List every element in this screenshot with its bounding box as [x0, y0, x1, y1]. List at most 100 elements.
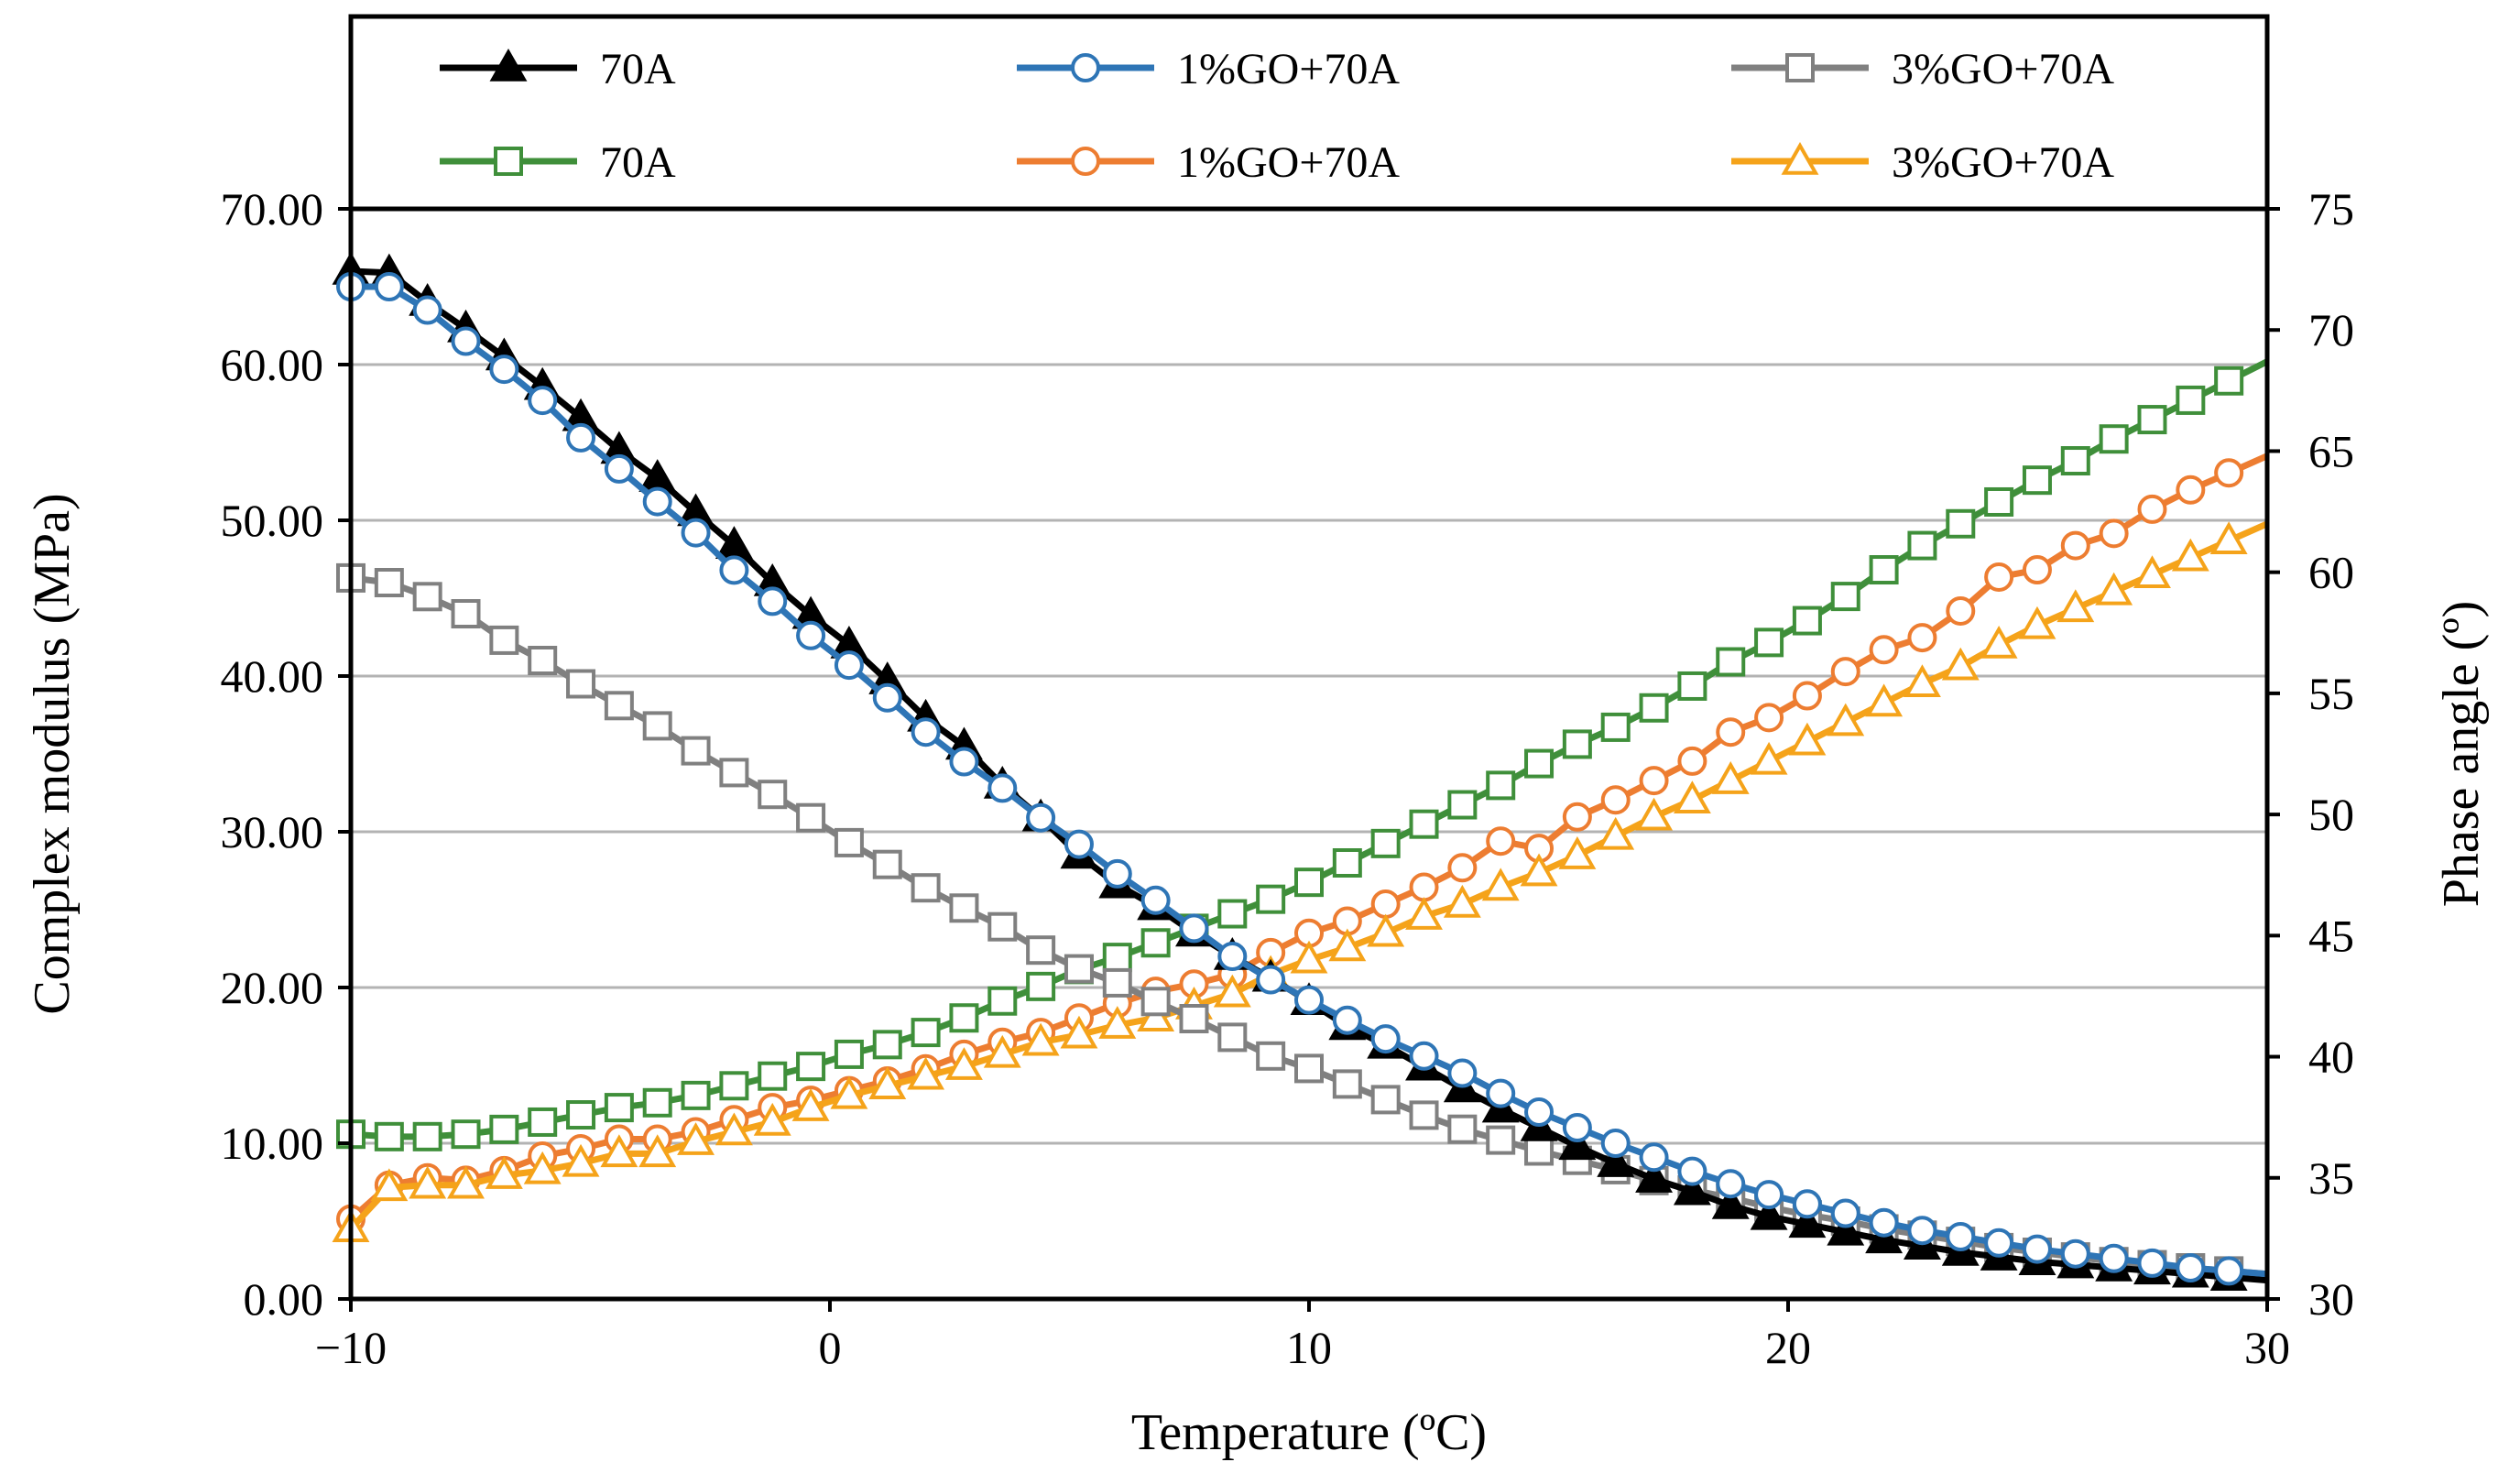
data-point	[1946, 508, 1976, 539]
y-left-tick-label: 60.00	[221, 339, 324, 390]
data-point	[1754, 1180, 1784, 1210]
data-point	[2137, 494, 2167, 524]
y-left-tick-label: 50.00	[221, 495, 324, 546]
data-point	[1370, 1085, 1401, 1115]
data-point	[949, 747, 979, 777]
x-tick-label: 10	[1286, 1322, 1332, 1373]
data-point	[604, 691, 634, 721]
data-point	[451, 326, 481, 356]
data-point	[2214, 458, 2244, 488]
data-point	[1711, 761, 1750, 794]
data-point	[1098, 1006, 1137, 1039]
data-point	[2060, 1238, 2090, 1269]
data-point	[447, 1165, 485, 1199]
data-point	[1447, 790, 1478, 820]
data-point	[1792, 1189, 1822, 1219]
data-point	[1524, 748, 1555, 779]
data-point	[1941, 647, 1980, 681]
data-point	[677, 1122, 715, 1155]
data-point	[528, 1107, 558, 1137]
data-point	[758, 586, 788, 617]
data-point	[1332, 1005, 1362, 1035]
data-point	[1447, 1058, 1478, 1088]
data-point	[642, 486, 672, 517]
data-point	[1600, 785, 1631, 815]
tick-labels: −10 0 10 20 30 0.00 10.00 20.00 30.00 40.00 50.00 6…	[221, 183, 2355, 1373]
data-point	[872, 682, 902, 713]
data-point	[1409, 809, 1439, 839]
data-point	[1290, 940, 1328, 974]
data-point	[1447, 853, 1478, 883]
data-point	[1788, 722, 1827, 756]
legend-marker	[494, 147, 523, 176]
data-point	[1486, 1078, 1516, 1108]
data-point	[2022, 555, 2052, 585]
data-point	[2095, 572, 2133, 606]
data-point	[911, 717, 941, 747]
legend-marker	[489, 48, 528, 82]
data-point	[489, 625, 519, 655]
data-point	[868, 1066, 907, 1100]
y-right-tick-label: 30	[2308, 1273, 2354, 1325]
data-point	[796, 1052, 826, 1082]
y-right-tick-label: 50	[2308, 789, 2354, 840]
data-point	[1524, 1136, 1555, 1166]
legend-marker	[1785, 53, 1815, 82]
data-point	[2214, 1256, 2244, 1286]
data-point	[1447, 1114, 1478, 1144]
data-point	[1486, 826, 1516, 857]
data-point	[1486, 1125, 1516, 1155]
data-point	[412, 582, 442, 612]
data-point	[1946, 595, 1976, 626]
data-point	[566, 1100, 596, 1130]
y-left-axis-title: Complex modulus (MPa)	[24, 493, 81, 1014]
data-point	[1984, 486, 2014, 517]
data-point	[409, 1165, 447, 1199]
data-point	[1294, 1053, 1324, 1084]
data-point	[1830, 582, 1860, 612]
data-point	[2099, 424, 2129, 454]
data-point	[1830, 1198, 1860, 1228]
data-point	[1486, 770, 1516, 801]
data-point	[1827, 1212, 1865, 1246]
legend-item: 1%GO+70A	[1017, 138, 1400, 187]
y-right-tick-label: 45	[2308, 910, 2354, 961]
data-point	[604, 1093, 634, 1123]
data-point	[1213, 974, 1251, 1008]
data-point	[489, 1114, 519, 1144]
y-right-tick-label: 35	[2308, 1152, 2354, 1204]
data-point	[1179, 1004, 1209, 1033]
data-point	[1673, 780, 1711, 813]
data-point	[370, 1168, 409, 1202]
data-point	[1140, 928, 1171, 958]
data-point	[1754, 627, 1784, 658]
data-point	[1370, 889, 1401, 919]
data-point	[374, 272, 404, 301]
legend-label: 70A	[600, 138, 676, 187]
data-point	[2099, 1243, 2129, 1273]
data-point	[642, 1087, 672, 1118]
data-point	[719, 758, 749, 788]
x-tick-label: 0	[819, 1322, 842, 1373]
x-tick-label: −10	[315, 1322, 387, 1373]
data-point	[1481, 867, 1520, 901]
data-point	[1294, 985, 1324, 1015]
data-point	[1907, 623, 1937, 653]
data-point	[1907, 1216, 1937, 1246]
data-point	[2176, 475, 2206, 505]
data-point	[1639, 1142, 1669, 1173]
series-layer	[332, 251, 2269, 1291]
data-point	[1140, 885, 1171, 915]
data-point	[1635, 1160, 1674, 1193]
data-point	[1639, 693, 1669, 723]
y-right-axis-title: Phase angle (º)	[2433, 601, 2490, 908]
data-point	[1367, 913, 1405, 947]
legend-box	[348, 14, 2270, 212]
data-point	[489, 355, 519, 385]
data-point	[1635, 797, 1674, 831]
data-point	[681, 736, 711, 766]
y-right-tick-label: 55	[2308, 668, 2354, 719]
data-point	[1524, 1097, 1555, 1127]
x-tick-label: 30	[2244, 1322, 2290, 1373]
